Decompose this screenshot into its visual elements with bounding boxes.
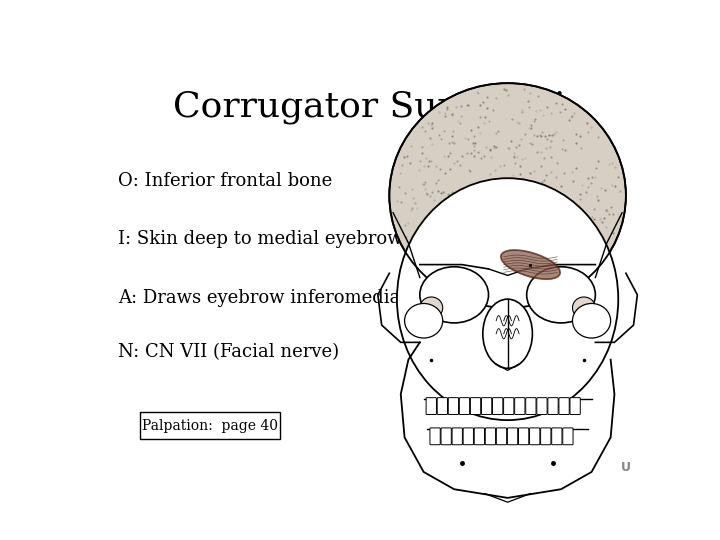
Ellipse shape bbox=[420, 267, 489, 323]
Ellipse shape bbox=[390, 83, 626, 308]
FancyBboxPatch shape bbox=[459, 397, 469, 415]
FancyBboxPatch shape bbox=[485, 428, 495, 445]
FancyBboxPatch shape bbox=[515, 397, 525, 415]
FancyBboxPatch shape bbox=[563, 428, 573, 445]
Text: Palpation:  page 40: Palpation: page 40 bbox=[142, 418, 278, 433]
Ellipse shape bbox=[572, 297, 595, 319]
FancyBboxPatch shape bbox=[463, 428, 474, 445]
Text: Corrugator Supercilii: Corrugator Supercilii bbox=[173, 90, 565, 124]
Ellipse shape bbox=[483, 299, 532, 368]
Text: I: Skin deep to medial eyebrow: I: Skin deep to medial eyebrow bbox=[118, 231, 402, 248]
Text: U: U bbox=[621, 461, 631, 474]
Text: N: CN VII (Facial nerve): N: CN VII (Facial nerve) bbox=[118, 343, 339, 361]
Text: O: Inferior frontal bone: O: Inferior frontal bone bbox=[118, 172, 332, 190]
Ellipse shape bbox=[526, 267, 595, 323]
FancyBboxPatch shape bbox=[474, 428, 485, 445]
FancyBboxPatch shape bbox=[482, 397, 492, 415]
FancyBboxPatch shape bbox=[529, 428, 540, 445]
Text: A: Draws eyebrow inferomedially: A: Draws eyebrow inferomedially bbox=[118, 289, 422, 307]
FancyBboxPatch shape bbox=[548, 397, 558, 415]
FancyBboxPatch shape bbox=[452, 428, 462, 445]
Ellipse shape bbox=[405, 303, 443, 338]
FancyBboxPatch shape bbox=[426, 397, 436, 415]
FancyBboxPatch shape bbox=[559, 397, 570, 415]
FancyBboxPatch shape bbox=[526, 397, 536, 415]
FancyBboxPatch shape bbox=[503, 397, 514, 415]
FancyBboxPatch shape bbox=[449, 397, 459, 415]
FancyBboxPatch shape bbox=[541, 428, 551, 445]
FancyBboxPatch shape bbox=[552, 428, 562, 445]
FancyBboxPatch shape bbox=[492, 397, 503, 415]
FancyBboxPatch shape bbox=[537, 397, 547, 415]
FancyBboxPatch shape bbox=[570, 397, 580, 415]
Ellipse shape bbox=[501, 250, 560, 279]
FancyBboxPatch shape bbox=[437, 397, 448, 415]
FancyBboxPatch shape bbox=[430, 428, 440, 445]
FancyBboxPatch shape bbox=[518, 428, 528, 445]
Ellipse shape bbox=[420, 297, 443, 319]
FancyBboxPatch shape bbox=[496, 428, 507, 445]
Ellipse shape bbox=[572, 303, 611, 338]
FancyBboxPatch shape bbox=[140, 412, 279, 439]
Ellipse shape bbox=[397, 178, 618, 420]
FancyBboxPatch shape bbox=[508, 428, 518, 445]
FancyBboxPatch shape bbox=[470, 397, 481, 415]
FancyBboxPatch shape bbox=[441, 428, 451, 445]
